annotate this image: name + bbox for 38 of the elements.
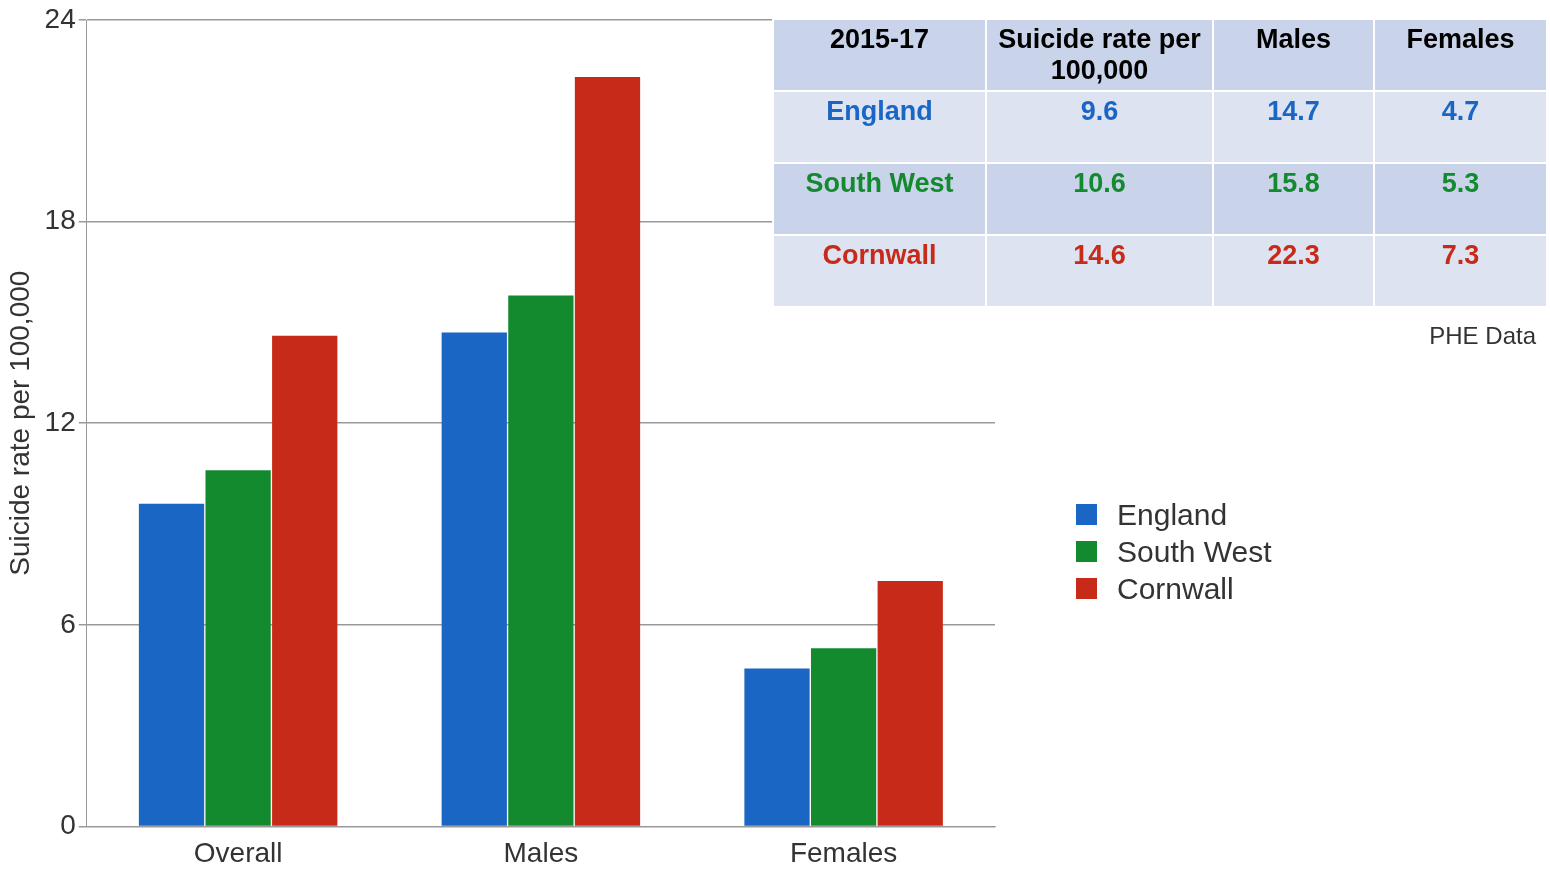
data-label: 14.6	[986, 235, 1213, 307]
y-axis-title: Suicide rate per 100,000	[3, 270, 35, 576]
y-tick-label: 24	[44, 2, 76, 34]
data-label: 5.3	[1374, 163, 1547, 235]
category-label: Males	[1213, 19, 1374, 91]
bar	[508, 295, 574, 826]
data-label: 9.6	[986, 91, 1213, 163]
bar	[272, 335, 338, 826]
x-tick-label: Overall	[193, 836, 283, 868]
bar	[574, 77, 641, 826]
data-label: 14.7	[1213, 91, 1374, 163]
text: 2015-17	[773, 19, 986, 91]
bar	[877, 581, 943, 826]
legend-label: South West	[1116, 533, 1272, 570]
bar	[441, 332, 507, 826]
x-tick-label: Males	[503, 836, 579, 868]
x-tick-label: Females	[789, 836, 898, 868]
y-tick-label: 0	[60, 809, 76, 841]
series-label: England	[773, 91, 986, 163]
category-label: Females	[1374, 19, 1547, 91]
data-label: 10.6	[986, 163, 1213, 235]
y-tick-label: 12	[44, 405, 76, 437]
y-tick-label: 6	[60, 607, 76, 639]
bar	[744, 668, 810, 826]
data-label: 4.7	[1374, 91, 1547, 163]
series-label: South West	[773, 163, 986, 235]
legend-label: England	[1116, 496, 1229, 533]
bar	[205, 470, 271, 826]
series-label: Cornwall	[773, 235, 986, 307]
data-label: 15.8	[1213, 163, 1374, 235]
category-label: Suicide rate per 100,000	[986, 19, 1213, 91]
y-tick-label: 18	[44, 204, 76, 236]
text: PHE Data	[1429, 322, 1536, 350]
bar	[810, 648, 877, 826]
data-label: 22.3	[1213, 235, 1374, 307]
bar	[138, 503, 205, 826]
legend-label: Cornwall	[1116, 570, 1235, 607]
data-label: 7.3	[1374, 235, 1547, 307]
